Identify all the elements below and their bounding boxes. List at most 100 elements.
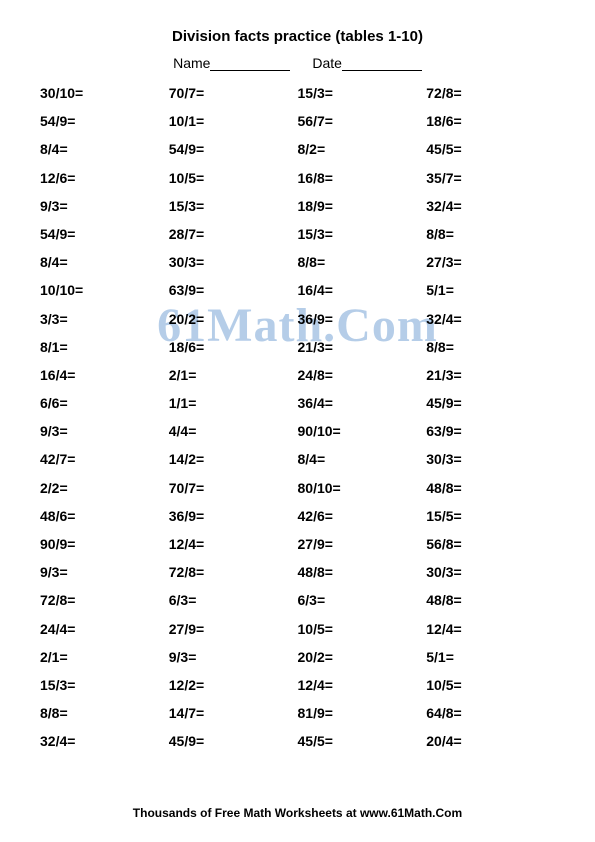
problem-cell: 4/4= — [169, 423, 298, 439]
problem-cell: 10/5= — [169, 170, 298, 186]
problem-row: 9/3=72/8=48/8=30/3= — [40, 564, 555, 580]
problem-cell: 36/9= — [169, 508, 298, 524]
problem-cell: 42/7= — [40, 451, 169, 467]
problem-row: 15/3=12/2=12/4=10/5= — [40, 677, 555, 693]
problem-row: 8/8=14/7=81/9=64/8= — [40, 705, 555, 721]
problem-cell: 72/8= — [169, 564, 298, 580]
problem-cell: 8/8= — [40, 705, 169, 721]
problem-cell: 24/4= — [40, 621, 169, 637]
problem-row: 90/9=12/4=27/9=56/8= — [40, 536, 555, 552]
problem-cell: 45/5= — [298, 733, 427, 749]
problem-cell: 80/10= — [298, 480, 427, 496]
problem-cell: 45/9= — [169, 733, 298, 749]
problem-cell: 12/2= — [169, 677, 298, 693]
problem-cell: 32/4= — [40, 733, 169, 749]
problem-row: 9/3=15/3=18/9=32/4= — [40, 198, 555, 214]
problem-cell: 5/1= — [426, 649, 555, 665]
problem-cell: 6/3= — [169, 592, 298, 608]
problem-cell: 2/1= — [169, 367, 298, 383]
problem-cell: 32/4= — [426, 198, 555, 214]
problem-cell: 48/6= — [40, 508, 169, 524]
problem-cell: 14/2= — [169, 451, 298, 467]
problem-cell: 30/10= — [40, 85, 169, 101]
problem-row: 10/10=63/9=16/4=5/1= — [40, 282, 555, 298]
problem-cell: 6/3= — [298, 592, 427, 608]
problem-cell: 48/8= — [426, 592, 555, 608]
problem-cell: 90/9= — [40, 536, 169, 552]
problem-cell: 16/4= — [298, 282, 427, 298]
date-label: Date — [312, 55, 342, 71]
problem-cell: 56/7= — [298, 113, 427, 129]
problem-cell: 14/7= — [169, 705, 298, 721]
problem-row: 42/7=14/2=8/4=30/3= — [40, 451, 555, 467]
problem-cell: 8/2= — [298, 141, 427, 157]
problem-cell: 20/2= — [169, 311, 298, 327]
problem-row: 9/3=4/4=90/10=63/9= — [40, 423, 555, 439]
problem-row: 8/4=54/9=8/2=45/5= — [40, 141, 555, 157]
problem-row: 2/1=9/3=20/2=5/1= — [40, 649, 555, 665]
problem-cell: 5/1= — [426, 282, 555, 298]
problem-row: 3/3=20/2=36/9=32/4= — [40, 311, 555, 327]
problem-cell: 21/3= — [426, 367, 555, 383]
problem-cell: 70/7= — [169, 480, 298, 496]
problem-cell: 16/8= — [298, 170, 427, 186]
problem-cell: 54/9= — [169, 141, 298, 157]
problem-cell: 70/7= — [169, 85, 298, 101]
problem-cell: 20/4= — [426, 733, 555, 749]
problem-cell: 64/8= — [426, 705, 555, 721]
problem-row: 54/9=28/7=15/3=8/8= — [40, 226, 555, 242]
problem-cell: 8/8= — [426, 339, 555, 355]
problem-cell: 90/10= — [298, 423, 427, 439]
problem-cell: 27/9= — [298, 536, 427, 552]
problem-cell: 72/8= — [40, 592, 169, 608]
problem-cell: 15/3= — [298, 226, 427, 242]
problem-row: 30/10=70/7=15/3=72/8= — [40, 85, 555, 101]
problem-cell: 15/3= — [40, 677, 169, 693]
problem-row: 48/6=36/9=42/6=15/5= — [40, 508, 555, 524]
problem-cell: 72/8= — [426, 85, 555, 101]
problem-cell: 8/4= — [40, 254, 169, 270]
problem-cell: 35/7= — [426, 170, 555, 186]
problem-cell: 28/7= — [169, 226, 298, 242]
problem-cell: 30/3= — [169, 254, 298, 270]
problem-cell: 18/9= — [298, 198, 427, 214]
problem-cell: 8/4= — [40, 141, 169, 157]
problem-cell: 9/3= — [40, 423, 169, 439]
problem-row: 2/2=70/7=80/10=48/8= — [40, 480, 555, 496]
problem-row: 12/6=10/5=16/8=35/7= — [40, 170, 555, 186]
problem-cell: 30/3= — [426, 451, 555, 467]
problem-cell: 30/3= — [426, 564, 555, 580]
problem-cell: 12/4= — [298, 677, 427, 693]
problem-cell: 63/9= — [426, 423, 555, 439]
problem-cell: 10/1= — [169, 113, 298, 129]
problem-cell: 45/9= — [426, 395, 555, 411]
problem-cell: 1/1= — [169, 395, 298, 411]
problem-row: 6/6=1/1=36/4=45/9= — [40, 395, 555, 411]
problem-row: 16/4=2/1=24/8=21/3= — [40, 367, 555, 383]
problem-cell: 21/3= — [298, 339, 427, 355]
problem-cell: 8/1= — [40, 339, 169, 355]
problem-cell: 2/1= — [40, 649, 169, 665]
problem-cell: 48/8= — [298, 564, 427, 580]
problem-cell: 16/4= — [40, 367, 169, 383]
problem-cell: 24/8= — [298, 367, 427, 383]
problem-cell: 45/5= — [426, 141, 555, 157]
date-blank — [342, 57, 422, 71]
problem-cell: 36/4= — [298, 395, 427, 411]
problem-row: 8/1=18/6=21/3=8/8= — [40, 339, 555, 355]
problem-cell: 12/4= — [426, 621, 555, 637]
problem-cell: 56/8= — [426, 536, 555, 552]
problem-row: 8/4=30/3=8/8=27/3= — [40, 254, 555, 270]
problem-cell: 10/10= — [40, 282, 169, 298]
footer-text: Thousands of Free Math Worksheets at www… — [0, 806, 595, 820]
name-blank — [210, 57, 290, 71]
problem-cell: 27/3= — [426, 254, 555, 270]
meta-row: Name Date — [40, 55, 555, 71]
problem-cell: 12/6= — [40, 170, 169, 186]
problem-cell: 8/8= — [298, 254, 427, 270]
problem-cell: 10/5= — [298, 621, 427, 637]
problem-cell: 32/4= — [426, 311, 555, 327]
problem-cell: 42/6= — [298, 508, 427, 524]
problem-cell: 15/3= — [169, 198, 298, 214]
problem-row: 32/4=45/9=45/5=20/4= — [40, 733, 555, 749]
